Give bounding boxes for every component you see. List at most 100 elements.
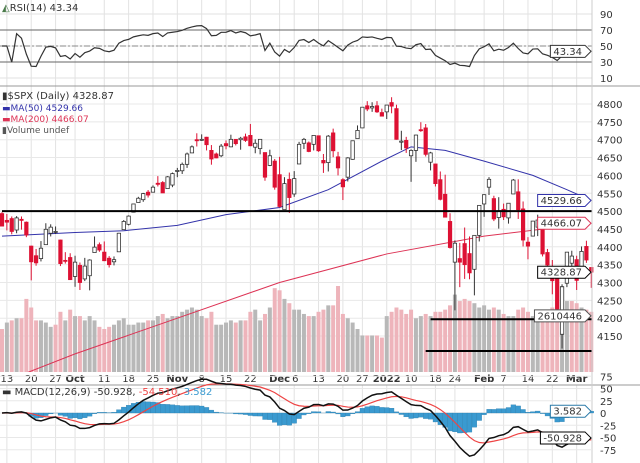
volume-bar [370, 335, 375, 372]
candle-body [92, 246, 97, 253]
candle-body [277, 174, 282, 207]
macd-histogram-bar [208, 409, 214, 414]
x-tick-label: Feb [474, 374, 494, 385]
candle-body [160, 182, 165, 194]
volume-bar [379, 337, 384, 372]
macd-histogram-bar [121, 406, 127, 414]
x-tick-label: 2022 [373, 374, 401, 385]
volume-bar [350, 322, 355, 372]
candle-body [443, 193, 448, 218]
volume-bar [68, 309, 73, 372]
price-tag: 4328.87 [537, 265, 592, 279]
macd-histogram-bar [525, 412, 531, 414]
volume-bar [423, 313, 428, 372]
volume-bar [389, 311, 394, 372]
candle-body [525, 241, 531, 247]
macd-histogram-bar [428, 412, 434, 420]
candle-body [452, 242, 458, 263]
candle-body [374, 105, 380, 113]
macd-histogram-bar [116, 409, 122, 414]
candle-body [360, 106, 365, 129]
macd-histogram-bar [423, 412, 429, 419]
volume-bar [180, 311, 185, 372]
volume-bar [219, 324, 224, 372]
volume-bar [194, 309, 199, 372]
candle-body [311, 135, 316, 145]
candle-body [321, 160, 326, 164]
candle-body [365, 105, 370, 110]
volume-bar [126, 324, 131, 372]
candle-body [491, 198, 496, 220]
volume-bar [496, 309, 501, 372]
volume-bar [121, 318, 126, 372]
candle-body [467, 253, 472, 274]
volume-bar [160, 313, 165, 372]
volume-bar [404, 313, 409, 372]
candle-body [511, 179, 516, 195]
volume-bar [399, 309, 404, 372]
volume-bar [306, 316, 311, 372]
candle-body [389, 102, 394, 107]
macd-histogram-bar [501, 408, 507, 414]
candle-body [413, 134, 419, 151]
macd-histogram-bar [364, 406, 370, 414]
macd-histogram-bar [466, 412, 473, 433]
volume-bar [136, 322, 141, 372]
volume-bar [199, 316, 204, 372]
macd-histogram-bar [242, 412, 249, 415]
candle-body [97, 244, 102, 251]
volume-bar [243, 320, 248, 372]
volume-bar [228, 320, 233, 372]
price-tick-label: 4650 [597, 154, 622, 165]
candle-body [447, 221, 453, 248]
volume-bar [209, 311, 214, 372]
macd-histogram-bar [48, 412, 54, 415]
macd-histogram-bar [91, 412, 98, 414]
candle-body [121, 221, 126, 231]
ma200-tag-box [537, 216, 592, 230]
candle-body [63, 259, 68, 262]
macd-tick-label: 0 [600, 409, 606, 420]
x-tick-label: 10 [405, 374, 418, 385]
macd-histogram-bar [369, 405, 375, 414]
macd-histogram-bar [520, 409, 526, 414]
macd-histogram-bar [340, 412, 346, 417]
price-tick-label: 4350 [597, 261, 622, 272]
candle-body [253, 142, 258, 148]
macd-histogram-bar [481, 412, 487, 415]
candle-body [262, 152, 268, 178]
volume-bar [530, 316, 535, 372]
volume-bar [53, 324, 58, 372]
candle-body [228, 138, 233, 148]
candle-body [282, 183, 287, 211]
volume-bar [82, 320, 87, 372]
candle-body [53, 231, 58, 233]
macd-histogram-bar [315, 411, 322, 414]
macd-histogram-bar [262, 412, 268, 420]
macd-histogram-bar [408, 412, 414, 419]
volume-bar [116, 320, 121, 372]
candle-body [68, 257, 73, 281]
macd-histogram-bar [296, 412, 302, 419]
x-tick-label: 20 [25, 374, 38, 385]
candle-body [165, 176, 170, 190]
price-tag-label: 4328.87 [541, 268, 582, 279]
macd-histogram-bar [199, 405, 205, 414]
candle-body [287, 178, 292, 198]
volume-bar [579, 307, 584, 372]
macd-histogram-bar [457, 412, 463, 434]
volume-bar [97, 326, 102, 372]
macd-histogram-bar [486, 409, 492, 414]
volume-bar [589, 311, 594, 372]
candle-body [155, 182, 160, 185]
volume-bar [112, 324, 117, 372]
ma50-line [1, 146, 592, 237]
candle-body [29, 245, 34, 263]
volume-bar [413, 318, 418, 372]
volume-bar [311, 316, 316, 372]
rsi-legend: ◭RSI(14) 43.34 [2, 3, 78, 14]
macd-histogram-bar [471, 412, 477, 428]
volume-bar [340, 313, 345, 372]
volume-bar [418, 316, 423, 372]
